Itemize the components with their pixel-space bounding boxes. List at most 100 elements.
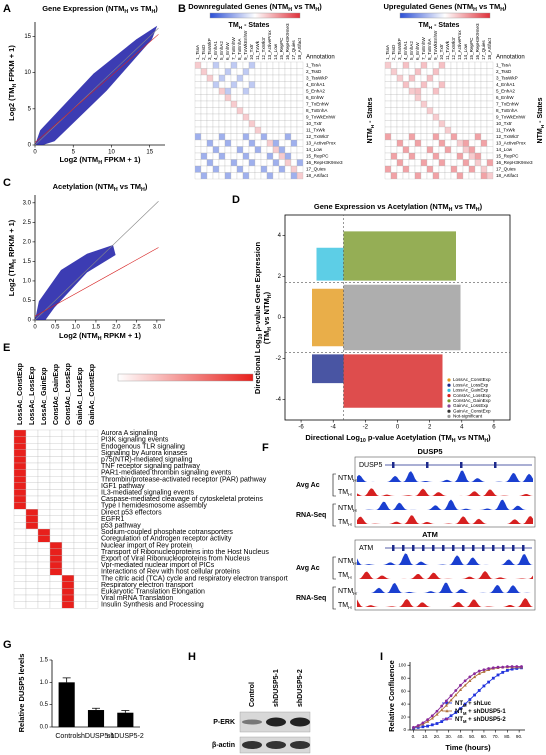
heatmap-cell [414,172,422,180]
heatmap-cell [266,165,274,173]
enrichment-cell [49,436,63,444]
enrichment-cell [25,449,39,457]
heatmap-cell [278,165,286,173]
heatmap-cell [486,100,494,108]
heatmap-cell [242,159,250,167]
heatmap-cell [200,87,208,95]
point [505,669,509,672]
enrichment-cell [61,548,75,556]
exon [492,545,495,551]
heatmap-cell [420,107,428,115]
sample-label-part: TM [338,489,348,496]
heatmap-cell [218,172,226,180]
pathway-label: PAR1-mediated thrombin signaling events [101,470,232,477]
heatmap-cell [278,87,286,95]
point [515,667,519,670]
heatmap-cell [194,165,202,173]
heatmap-cell [266,61,274,69]
legend-marker [447,394,451,398]
heatmap-cell [254,152,262,160]
heatmap-cell [272,165,280,173]
row-label: 8_TxEnhA [306,108,328,113]
heatmap-cell [260,152,268,160]
heatmap-cell [242,120,250,128]
heatmap-cell [284,100,292,108]
heatmap-cell [206,126,214,134]
heatmap-cell [212,159,220,167]
heatmap-cell [402,146,410,154]
heatmap-cell [408,152,416,160]
enrichment-cell [73,469,87,477]
heatmap-cell [384,94,392,102]
heatmap-cell [474,61,482,69]
enrichment-cell [25,456,39,464]
heatmap-cell [194,94,202,102]
y-axis-label-part: FPKM + 1) [7,45,16,84]
group-label: GainAc_LossExp [77,367,84,425]
heatmap-cell [480,172,488,180]
heatmap-cell [206,120,214,128]
heatmap-cell [426,165,434,173]
x-axis-label: Time (hours) [445,743,491,752]
heatmap-cell [242,139,250,147]
legend-label: Not-significant [453,414,483,419]
point [444,703,448,707]
panel-label: C [3,177,11,189]
enrichment-cell [13,476,27,483]
heatmap-cell [200,68,208,76]
heatmap-cell [480,68,488,76]
x-tick-label: 60. [481,734,487,739]
heatmap-cell [272,94,280,102]
bar [58,682,75,727]
group-label: ConstAc_GainExp [53,364,60,425]
heatmap-cell [468,68,476,76]
x-tick-label: 0 [33,150,37,156]
x-axis-label-part: H [98,336,102,342]
heatmap-cell [224,133,232,141]
error-bar [121,710,130,713]
heatmap-cell [462,74,470,82]
heatmap-cell [194,61,202,69]
exon [452,545,455,551]
heatmap-cell [218,81,226,89]
row-label: 2_TssD [496,69,512,74]
heatmap-cell [206,61,214,69]
point [449,694,453,698]
heatmap-cell [236,120,244,128]
point [463,679,467,683]
heatmap-cell [284,159,292,167]
row-header-part: H [540,124,546,128]
enrichment-cell [85,429,99,437]
heatmap-cell [396,139,404,147]
heatmap-cell [260,120,268,128]
group-label: ConstAc_LossExp [65,363,72,425]
heatmap-cell [260,133,268,141]
heatmap-cell [450,100,458,108]
row-label: 5_EnhA2 [306,88,325,93]
heatmap-cell [242,133,250,141]
column-label: 4_EnhA1 [213,41,218,60]
heatmap-cell [414,120,422,128]
heatmap-cell [426,100,434,108]
enrichment-cell [61,469,75,477]
heatmap-cell [420,81,428,89]
heatmap-cell [230,152,238,160]
heatmap-cell [468,165,476,173]
enrichment-cell [61,436,75,444]
enrichment-cell [25,502,39,510]
band [266,741,286,749]
heatmap-cell [236,139,244,147]
heatmap-cell [402,81,410,89]
x-tick-label: 90. [516,734,522,739]
heatmap-cell [396,68,404,76]
heatmap-cell [224,126,232,134]
heatmap-cell [284,146,292,154]
row-label: 6_EnhW [306,95,324,100]
y-tick-label: 0 [278,315,282,321]
enrichment-cell [85,436,99,444]
exon [512,545,515,551]
point [510,667,514,671]
column-header: TMH - States [229,22,270,31]
heatmap-cell [414,81,422,89]
density-cloud [35,25,158,145]
